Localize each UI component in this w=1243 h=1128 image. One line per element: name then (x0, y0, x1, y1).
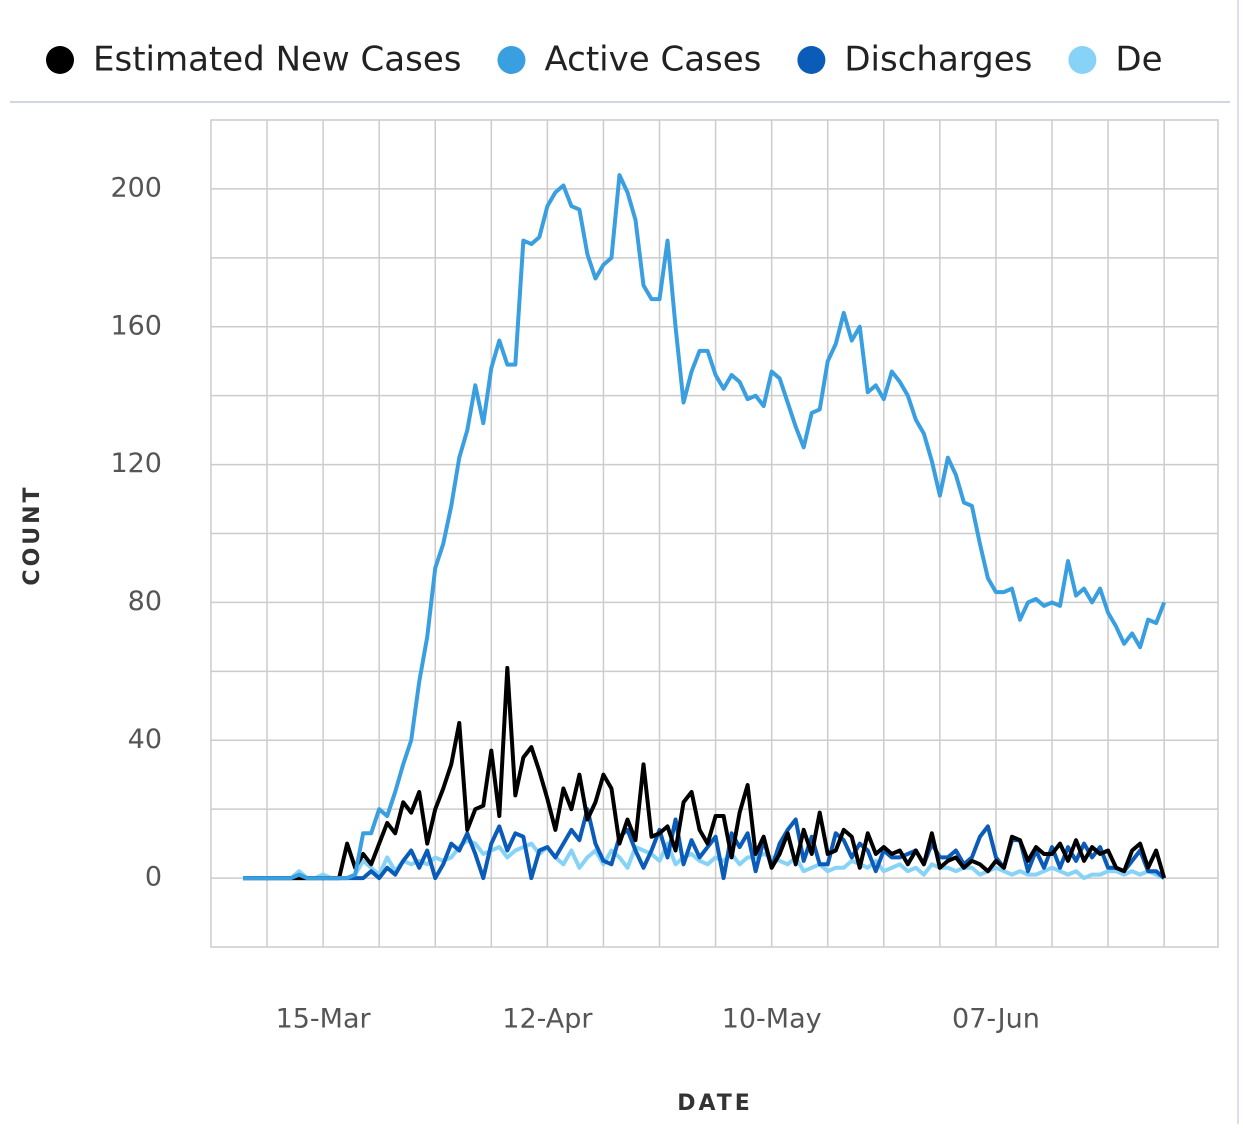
legend-marker (497, 46, 526, 74)
y-axis-title: COUNT (20, 484, 45, 585)
x-tick-label: 07-Jun (952, 1004, 1040, 1035)
y-tick-label: 0 (145, 862, 162, 893)
legend-label: Discharges (844, 40, 1032, 80)
legend-marker (1068, 46, 1097, 74)
legend-marker (46, 46, 74, 74)
series-line (243, 665, 1167, 881)
y-tick-label: 120 (110, 448, 162, 479)
y-tick-label: 40 (128, 724, 162, 755)
legend: Estimated New Cases Active Cases Discharge… (46, 40, 1163, 80)
series-line (243, 173, 1167, 881)
legend-label: De (1115, 40, 1162, 80)
x-tick-label: 12-Apr (502, 1004, 593, 1035)
y-tick-label: 80 (128, 586, 162, 617)
legend-label: Active Cases (544, 40, 761, 80)
x-tick-label: 10-May (722, 1004, 822, 1035)
legend-label: Estimated New Cases (93, 40, 461, 80)
x-tick-label: 15-Mar (276, 1004, 372, 1035)
y-tick-label: 160 (110, 310, 162, 341)
x-axis-title: DATE (677, 1091, 753, 1116)
legend-marker (797, 46, 826, 74)
y-tick-label: 200 (110, 172, 162, 203)
